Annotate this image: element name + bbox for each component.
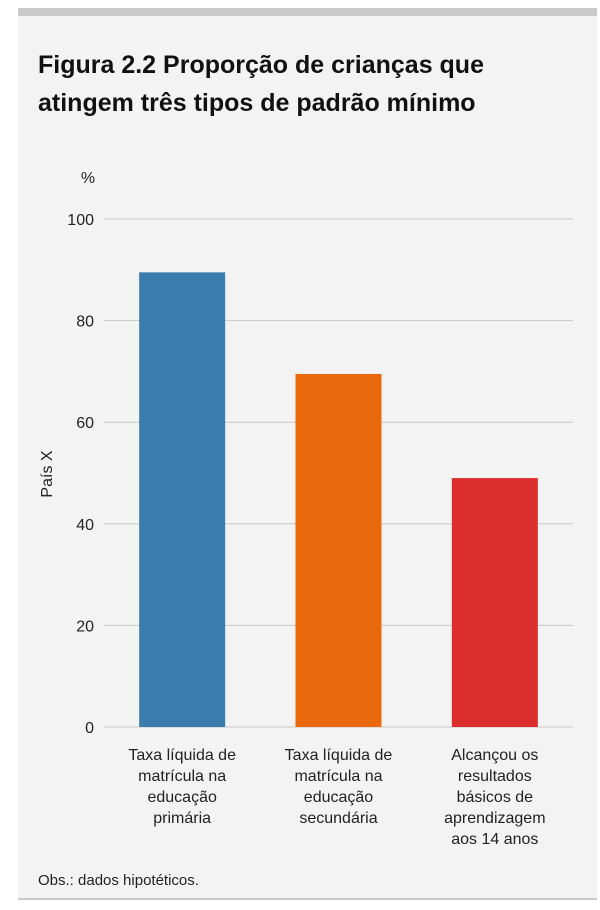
y-tick-label: 40 bbox=[76, 517, 94, 534]
y-tick-label: 100 bbox=[67, 212, 94, 229]
category-label: básicos de bbox=[457, 789, 534, 806]
category-label: Taxa líquida de bbox=[285, 747, 393, 764]
category-label: educação bbox=[304, 789, 373, 806]
bar-1 bbox=[139, 272, 226, 727]
category-label: educação bbox=[147, 789, 216, 806]
y-axis-label: País X bbox=[39, 450, 56, 497]
category-label: secundária bbox=[299, 810, 377, 827]
y-tick-label: 80 bbox=[76, 314, 94, 331]
y-tick-label: 0 bbox=[85, 720, 94, 737]
category-label: aprendizagem bbox=[444, 810, 545, 827]
bar-2 bbox=[295, 373, 382, 727]
category-label: Alcançou os bbox=[451, 747, 538, 764]
figure-panel: Figura 2.2 Proporção de crianças que ati… bbox=[18, 8, 597, 900]
category-label: Taxa líquida de bbox=[128, 747, 236, 764]
y-tick-label: 20 bbox=[76, 618, 94, 635]
bar-3 bbox=[451, 478, 538, 727]
category-label: matrícula na bbox=[294, 768, 382, 785]
y-unit-label: % bbox=[81, 170, 95, 187]
category-label: matrícula na bbox=[138, 768, 226, 785]
y-tick-label: 60 bbox=[76, 415, 94, 432]
chart-title: Figura 2.2 Proporção de crianças que ati… bbox=[38, 51, 484, 117]
category-label: aos 14 anos bbox=[451, 831, 538, 848]
category-label: resultados bbox=[458, 768, 532, 785]
chart-note: Obs.: dados hipotéticos. bbox=[38, 872, 199, 889]
category-label: primária bbox=[153, 810, 211, 827]
bar-chart: 0 20 40 60 80 100% País X Taxa líquida de matríc… bbox=[39, 170, 573, 848]
